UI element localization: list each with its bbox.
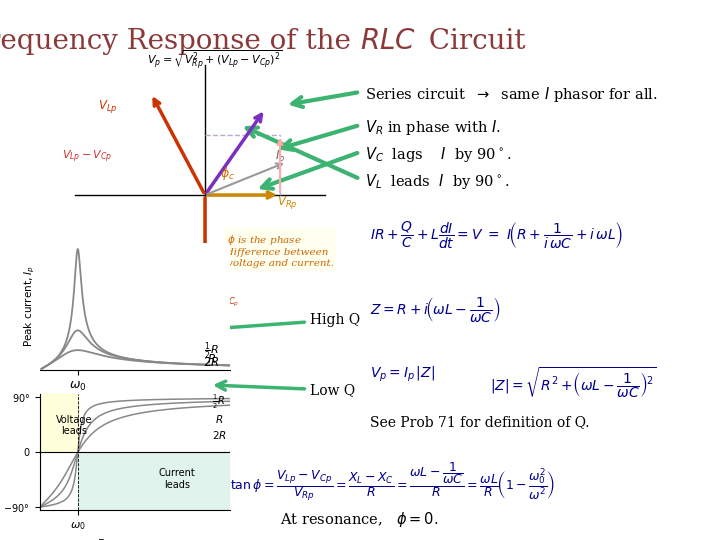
Text: $V_R$ in phase with $I$.: $V_R$ in phase with $I$. (365, 118, 501, 137)
Text: $\phi_c$: $\phi_c$ (220, 165, 235, 181)
Bar (40, 394, 78, 453)
Text: $Z = R + i\!\left(\omega L - \dfrac{1}{\omega C}\right)$: $Z = R + i\!\left(\omega L - \dfrac{1}{\… (370, 295, 500, 324)
Bar (78, 453, 230, 510)
Text: $I_p$: $I_p$ (275, 148, 285, 165)
Text: $\phi$ is the phase
difference between
voltage and current.: $\phi$ is the phase difference between v… (227, 233, 334, 268)
Text: $R$: $R$ (215, 413, 223, 424)
Text: At resonance,   $\phi = 0$.: At resonance, $\phi = 0$. (280, 510, 438, 529)
Text: $R$: $R$ (207, 353, 216, 366)
X-axis label: Frequency, $\omega$: Frequency, $\omega$ (96, 399, 174, 412)
Text: Voltage
leads: Voltage leads (55, 415, 92, 436)
Text: Low Q: Low Q (217, 381, 355, 397)
Text: $\frac{1}{2}R$: $\frac{1}{2}R$ (212, 393, 225, 411)
Text: $|Z| = \sqrt{R^2 + \!\left(\omega L - \dfrac{1}{\omega C}\right)^{\!2}}$: $|Z| = \sqrt{R^2 + \!\left(\omega L - \d… (490, 365, 657, 400)
Text: See Prob 71 for definition of Q.: See Prob 71 for definition of Q. (370, 415, 590, 429)
Text: $\it{RLC}$: $\it{RLC}$ (360, 28, 416, 55)
Text: $2R$: $2R$ (212, 429, 226, 441)
Text: Series circuit  $\rightarrow$  same $I$ phasor for all.: Series circuit $\rightarrow$ same $I$ ph… (365, 85, 657, 104)
Text: $IR + \dfrac{Q}{C} + L\dfrac{dI}{dt} = V \ = \ I\!\left(R + \dfrac{1}{i\,\omega : $IR + \dfrac{Q}{C} + L\dfrac{dI}{dt} = V… (370, 220, 624, 251)
Text: $V_{Rp}$: $V_{Rp}$ (276, 194, 297, 212)
Text: $V_{C_p}$: $V_{C_p}$ (220, 292, 240, 308)
Y-axis label: Peak current, $I_p$: Peak current, $I_p$ (22, 266, 37, 347)
Text: High Q: High Q (202, 313, 360, 333)
X-axis label: Frequency, $\omega$: Frequency, $\omega$ (96, 537, 174, 540)
Text: $V_L$  leads  $I$  by 90$^\circ$.: $V_L$ leads $I$ by 90$^\circ$. (365, 172, 510, 191)
Text: Current
leads: Current leads (158, 468, 195, 490)
Text: $\tan\phi = \dfrac{V_{Lp}-V_{Cp}}{V_{Rp}} = \dfrac{X_L - X_C}{R} = \dfrac{\omega: $\tan\phi = \dfrac{V_{Lp}-V_{Cp}}{V_{Rp}… (230, 460, 555, 503)
Text: $V_p = I_p\,|Z|$: $V_p = I_p\,|Z|$ (370, 365, 435, 384)
Text: $V_{Lp}$: $V_{Lp}$ (98, 98, 118, 116)
Text: $V_p = \sqrt{V_{Rp}^2 + (V_{Lp}-V_{Cp})^2}$: $V_p = \sqrt{V_{Rp}^2 + (V_{Lp}-V_{Cp})^… (147, 49, 283, 72)
Text: $V_{Lp}-V_{Cp}$: $V_{Lp}-V_{Cp}$ (62, 149, 112, 165)
Text: $\frac{1}{2}R$: $\frac{1}{2}R$ (204, 341, 219, 362)
Text: $2R$: $2R$ (203, 356, 220, 369)
Text: Circuit: Circuit (420, 28, 526, 55)
Text: Frequency Response of the: Frequency Response of the (0, 28, 360, 55)
Text: $V_C$  lags    $I$  by 90$^\circ$.: $V_C$ lags $I$ by 90$^\circ$. (365, 145, 511, 164)
